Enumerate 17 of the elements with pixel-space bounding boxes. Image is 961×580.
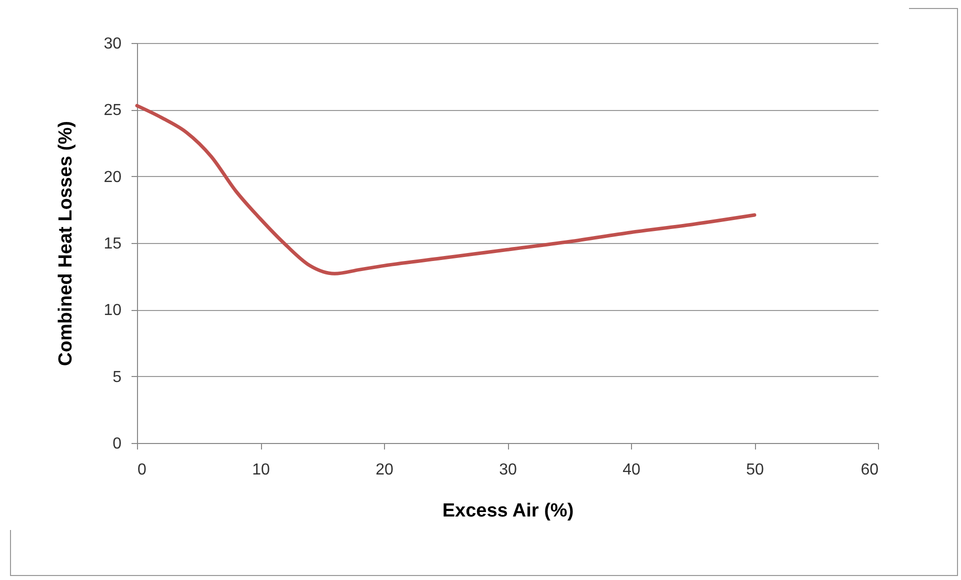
x-tick-label: 60	[860, 462, 879, 478]
x-tick-label: 50	[746, 462, 764, 478]
y-tick-label: 30	[104, 36, 122, 52]
x-tick-label: 10	[252, 462, 270, 478]
y-tick-label: 20	[104, 168, 122, 186]
y-axis-title: Combined Heat Losses (%)	[56, 121, 77, 366]
y-tick-label: 10	[104, 302, 122, 320]
line-series	[135, 104, 756, 276]
x-tick-label: 40	[622, 462, 640, 478]
x-tick-label: 30	[499, 462, 517, 478]
y-tick-label: 15	[104, 236, 122, 252]
x-tick-label: 20	[376, 462, 394, 478]
x-axis-title: Excess Air (%)	[442, 500, 574, 522]
y-tick-label: 0	[112, 436, 122, 452]
y-tick-label: 25	[104, 102, 122, 120]
x-tick-label: 0	[138, 462, 146, 478]
y-tick-label: 5	[112, 368, 122, 386]
